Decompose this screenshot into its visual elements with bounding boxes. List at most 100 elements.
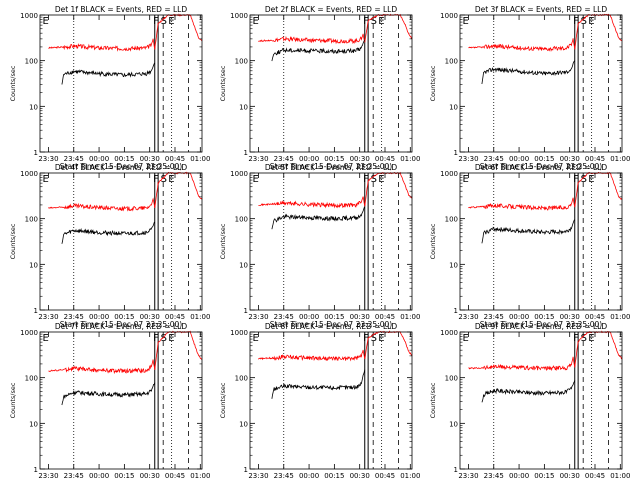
y-tick-label: 100: [445, 375, 458, 383]
flag-label: E: [43, 333, 49, 344]
x-axis-label: Start Time (15-Dec-07 23:25:00): [60, 320, 182, 329]
y-tick-label: 100: [25, 58, 38, 66]
x-tick-label: 00:30: [560, 472, 580, 480]
x-tick-label: 01:00: [190, 313, 210, 321]
y-tick-label: 1000: [20, 170, 38, 178]
series-lld-red: [48, 13, 203, 52]
x-tick-label: 00:15: [534, 472, 554, 480]
x-tick-label: 23:30: [248, 155, 268, 163]
x-tick-label: 00:15: [324, 313, 344, 321]
y-tick-label: 1: [244, 307, 248, 315]
y-axis-label: Counts/sec: [219, 65, 227, 101]
series-events-black: [481, 380, 576, 403]
flag-label: E: [463, 333, 469, 344]
x-tick-label: 23:30: [38, 472, 58, 480]
panel-det-5: Det 5f BLACK = Events, RED = LLDEFSE1101…: [219, 163, 420, 329]
x-tick-label: 23:45: [484, 155, 504, 163]
x-tick-label: 23:45: [274, 472, 294, 480]
x-tick-label: 00:00: [509, 155, 529, 163]
y-tick-label: 10: [239, 420, 248, 428]
x-tick-label: 00:45: [165, 155, 185, 163]
x-tick-label: 00:15: [324, 155, 344, 163]
x-tick-label: 23:30: [38, 155, 58, 163]
panel-title: Det 4f BLACK = Events, RED = LLD: [55, 163, 188, 172]
x-tick-label: 01:00: [400, 155, 420, 163]
x-tick-label: 23:30: [458, 155, 478, 163]
x-tick-label: 23:30: [248, 472, 268, 480]
x-tick-label: 00:45: [585, 155, 605, 163]
flag-label: F: [363, 333, 369, 344]
x-tick-label: 00:30: [350, 313, 370, 321]
series-events-black: [61, 221, 156, 244]
x-tick-label: 23:30: [458, 313, 478, 321]
flag-label: S: [371, 16, 377, 27]
panel-title: Det 2f BLACK = Events, RED = LLD: [265, 5, 398, 14]
flag-label: S: [581, 333, 587, 344]
y-tick-label: 10: [449, 103, 458, 111]
x-tick-label: 00:00: [509, 472, 529, 480]
flag-label: S: [371, 174, 377, 185]
y-tick-label: 10: [239, 261, 248, 269]
x-tick-label: 23:45: [484, 472, 504, 480]
y-axis-label: Counts/sec: [219, 223, 227, 259]
y-tick-label: 1000: [230, 12, 248, 20]
y-tick-label: 10: [29, 103, 38, 111]
plot-frame: [249, 331, 413, 470]
flag-label: F: [153, 16, 159, 27]
y-axis-label: Counts/sec: [9, 65, 17, 101]
x-tick-label: 01:00: [610, 472, 630, 480]
x-tick-label: 23:45: [274, 313, 294, 321]
flag-label: F: [573, 174, 579, 185]
x-tick-label: 00:30: [350, 472, 370, 480]
x-tick-label: 23:45: [64, 472, 84, 480]
flag-label: S: [581, 16, 587, 27]
y-axis-label: Counts/sec: [429, 65, 437, 101]
y-tick-label: 10: [29, 420, 38, 428]
y-tick-label: 100: [235, 216, 248, 224]
panel-title: Det 6f BLACK = Events, RED = LLD: [475, 163, 608, 172]
series-lld-red: [48, 171, 203, 212]
flag-label: S: [161, 333, 167, 344]
series-events-black: [481, 219, 576, 244]
x-tick-label: 23:30: [38, 313, 58, 321]
y-tick-label: 100: [445, 58, 458, 66]
flag-label: E: [463, 16, 469, 27]
flag-label: S: [371, 333, 377, 344]
x-axis-label: Start Time (15-Dec-07 23:25:00): [60, 162, 182, 171]
flag-label: F: [573, 333, 579, 344]
x-tick-label: 23:45: [64, 313, 84, 321]
panel-title: Det 8f BLACK = Events, RED = LLD: [265, 322, 398, 331]
y-tick-label: 1000: [230, 329, 248, 337]
flag-label: F: [363, 16, 369, 27]
x-tick-label: 00:45: [375, 313, 395, 321]
x-tick-label: 01:00: [190, 155, 210, 163]
plot-frame: [249, 172, 413, 311]
x-tick-label: 00:15: [114, 472, 134, 480]
y-tick-label: 1000: [440, 329, 458, 337]
series-events-black: [271, 39, 366, 62]
y-tick-label: 1: [34, 466, 38, 474]
x-tick-label: 00:00: [509, 313, 529, 321]
x-tick-label: 00:30: [140, 313, 160, 321]
series-events-black: [61, 382, 156, 406]
flag-label: F: [153, 333, 159, 344]
flag-label: E: [253, 333, 259, 344]
plot-frame: [39, 172, 203, 311]
x-tick-label: 00:15: [114, 155, 134, 163]
y-tick-label: 10: [449, 420, 458, 428]
plot-frame: [459, 14, 623, 153]
x-tick-label: 23:45: [484, 313, 504, 321]
y-tick-label: 10: [239, 103, 248, 111]
panel-det-4: Det 4f BLACK = Events, RED = LLDEFSE1101…: [9, 163, 210, 329]
x-axis-label: Start Time (15-Dec-07 23:25:00): [270, 162, 392, 171]
y-tick-label: 1000: [440, 12, 458, 20]
x-tick-label: 00:00: [89, 472, 109, 480]
y-tick-label: 10: [449, 261, 458, 269]
x-tick-label: 00:30: [560, 155, 580, 163]
series-events-black: [271, 206, 366, 230]
y-tick-label: 1: [244, 466, 248, 474]
panel-title: Det 5f BLACK = Events, RED = LLD: [265, 163, 398, 172]
panel-title: Det 7f BLACK = Events, RED = LLD: [55, 322, 188, 331]
flag-label: E: [43, 174, 49, 185]
